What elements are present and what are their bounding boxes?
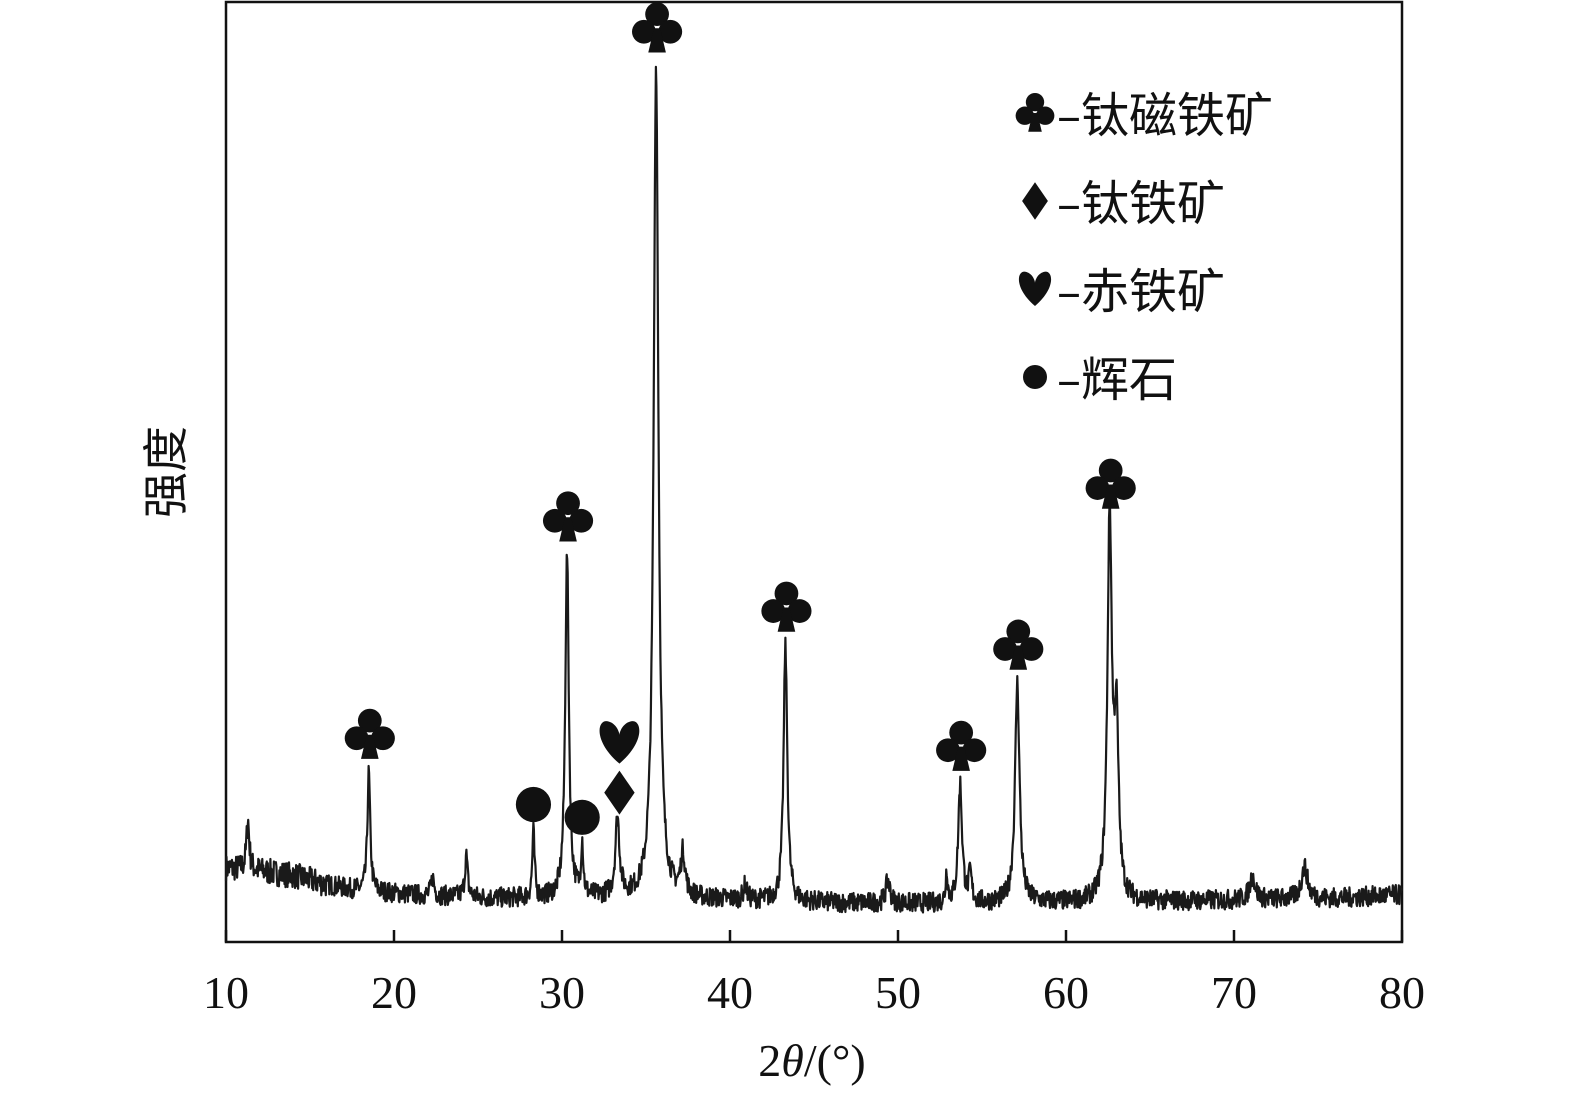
x-axis-ticks	[224, 930, 1404, 942]
legend-marker-circle	[1023, 365, 1047, 389]
y-axis-label: 强度	[141, 426, 192, 518]
x-tick-label-50: 50	[875, 967, 921, 1018]
legend-label-2: –赤铁矿	[1057, 264, 1225, 320]
x-tick-label-60: 60	[1043, 967, 1089, 1018]
legend-label-0: –钛磁铁矿	[1057, 88, 1273, 144]
club-marker-57.1	[993, 619, 1044, 670]
legend: –钛磁铁矿 –钛铁矿 –赤铁矿 –辉石	[1015, 88, 1273, 408]
x-axis-label-var: θ	[781, 1035, 804, 1086]
x-axis-label: 2θ/(°)	[758, 1035, 865, 1086]
circle-marker-31.2	[564, 799, 600, 835]
x-axis-label-unit: /(°)	[804, 1035, 866, 1086]
legend-label-1: –钛铁矿	[1057, 176, 1225, 232]
club-marker-30.3	[542, 491, 594, 542]
club-marker-35.6	[632, 2, 683, 53]
diamond-marker-33.3	[604, 770, 635, 815]
legend-marker-diamond	[1022, 182, 1048, 220]
club-marker-53.7	[936, 720, 987, 771]
circle-marker-28.3	[515, 786, 552, 823]
legend-marker-heart	[1018, 271, 1052, 306]
x-tick-label-40: 40	[707, 967, 753, 1018]
peak-markers	[344, 2, 1136, 835]
x-tick-label-10: 10	[203, 967, 249, 1018]
plot-frame	[224, 0, 1404, 944]
club-marker-43.3	[761, 581, 812, 632]
club-marker-18.5	[344, 708, 395, 759]
x-tick-label-30: 30	[539, 967, 585, 1018]
x-tick-label-80: 80	[1379, 967, 1425, 1018]
legend-label-3: –辉石	[1057, 352, 1177, 408]
heart-marker-33.3	[599, 721, 640, 764]
legend-marker-club	[1015, 92, 1055, 132]
x-tick-label-20: 20	[371, 967, 417, 1018]
x-axis-tick-labels: 10 20 30 40 50 60 70 80	[203, 967, 1425, 1018]
club-marker-62.6	[1085, 458, 1136, 509]
x-tick-label-70: 70	[1211, 967, 1257, 1018]
x-axis-label-prefix: 2	[758, 1035, 781, 1086]
xrd-pattern-line	[224, 65, 1403, 914]
